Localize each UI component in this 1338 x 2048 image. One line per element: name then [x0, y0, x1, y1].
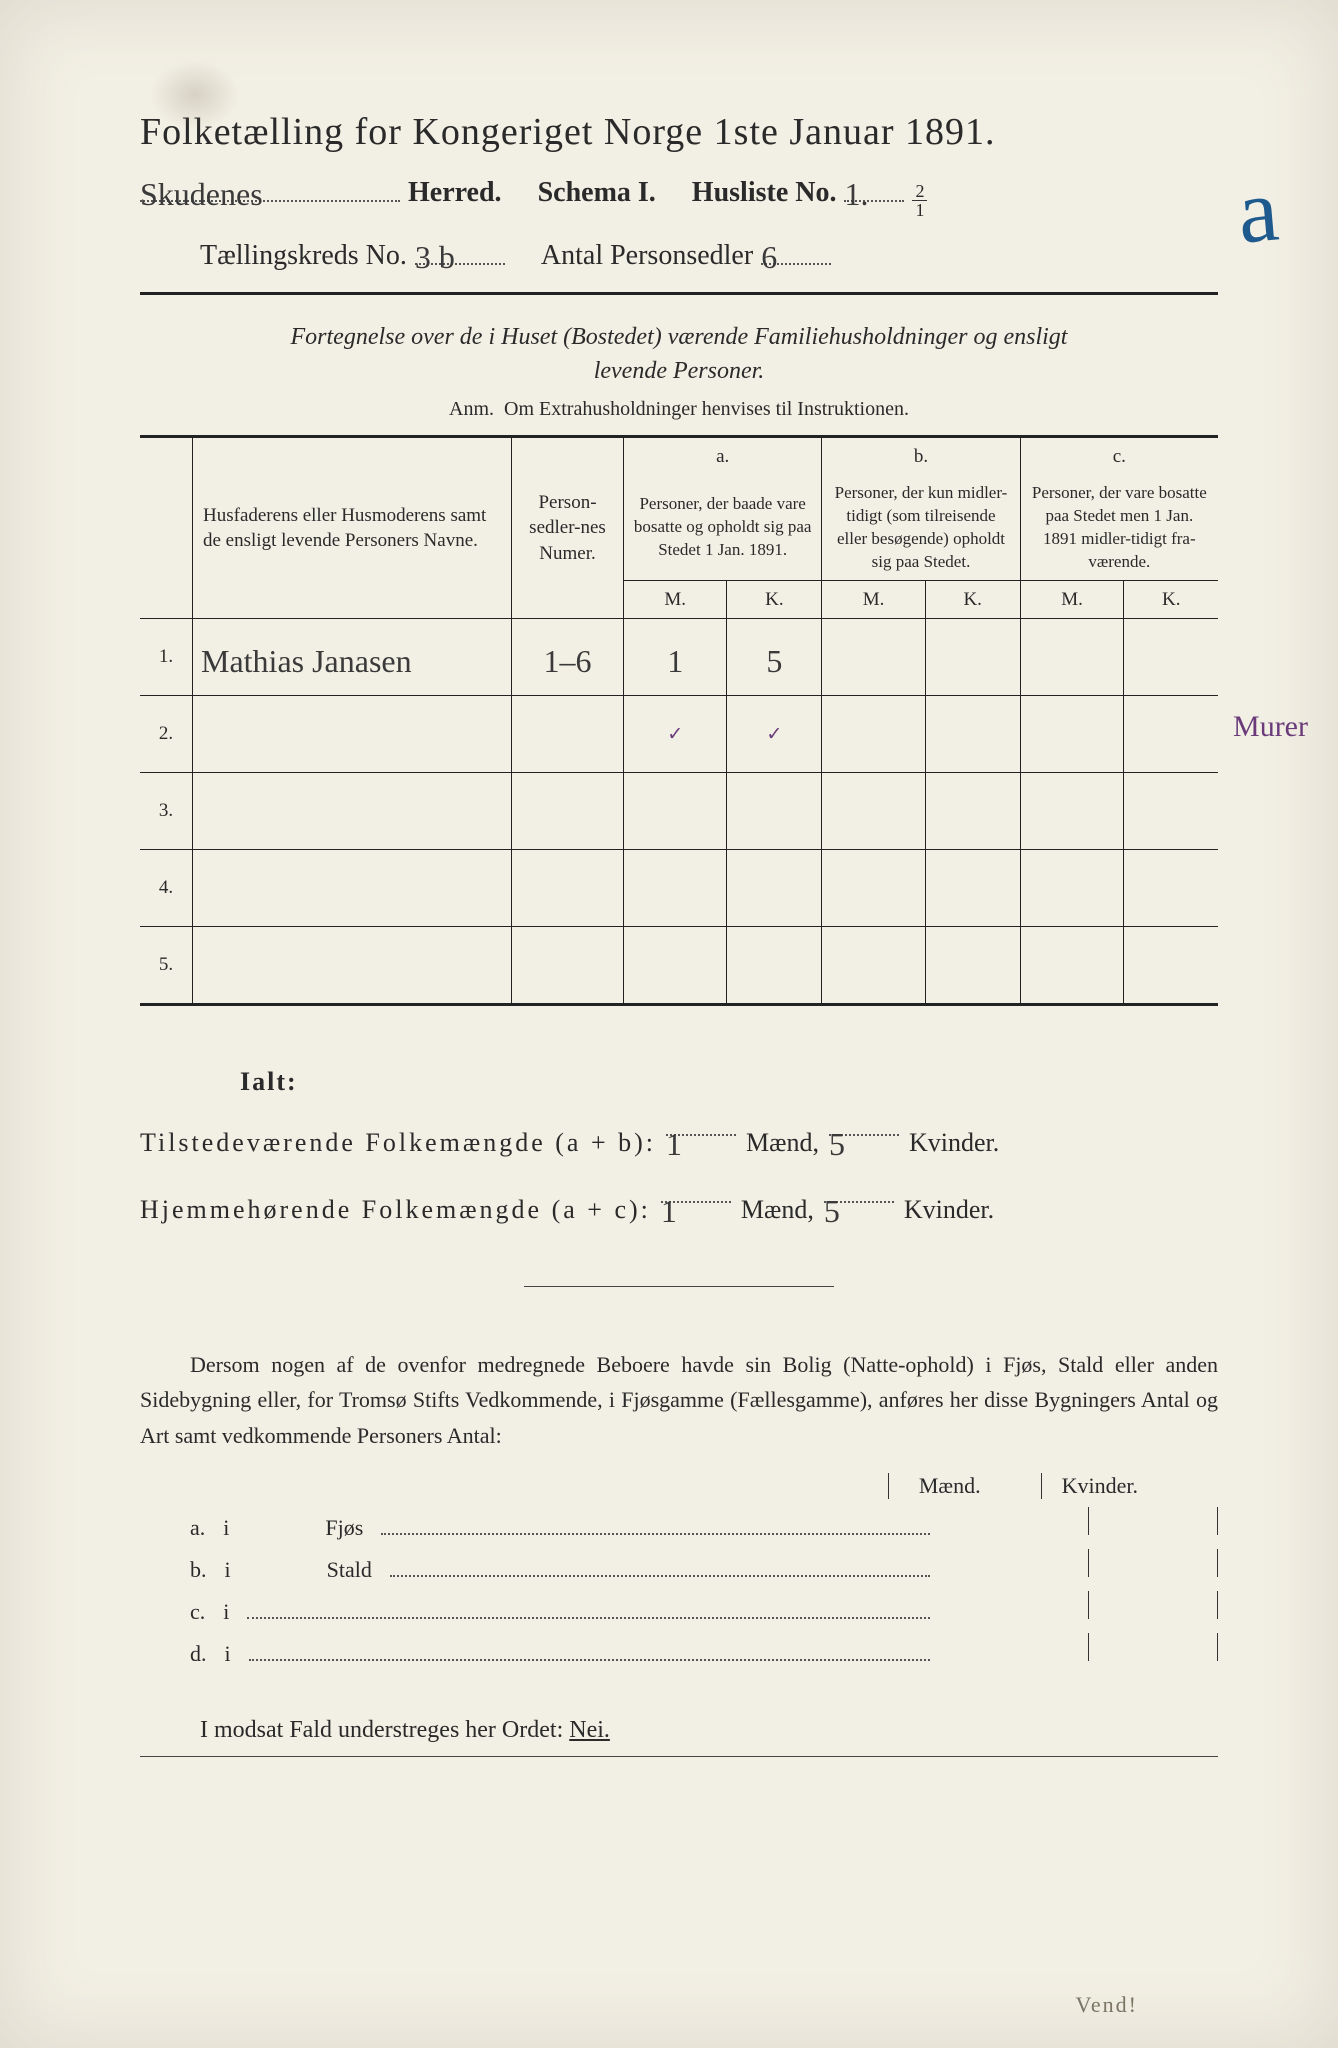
table-row: 5. [140, 927, 1218, 1005]
name-value: Mathias Janasen [201, 643, 412, 679]
col-a-top: a. [624, 437, 822, 476]
col-a-m: M. [624, 580, 727, 619]
footer-rule [140, 1756, 1218, 1757]
paper-smudge [150, 60, 240, 130]
col-b-top: b. [822, 437, 1020, 476]
header-line-herred: Skudenes Herred. Schema I. Husliste No. … [140, 172, 1218, 223]
antal-label: Antal Personsedler [541, 240, 753, 272]
col-names: Husfaderens eller Husmoderens samt de en… [193, 437, 512, 619]
col-b: Personer, der kun midler-tidigt (som til… [822, 476, 1020, 580]
footer-line: I modsat Fald understreges her Ordet: Ne… [140, 1717, 1218, 1744]
table-row: 4. [140, 850, 1218, 927]
present-m: 1 [666, 1126, 682, 1162]
census-form-page: Folketælling for Kongeriget Norge 1ste J… [0, 0, 1338, 2048]
husliste-label: Husliste No. [692, 177, 837, 209]
divider-short [524, 1286, 834, 1287]
building-row-a: a. i Fjøs [190, 1507, 1218, 1541]
col-a-k: K. [727, 580, 822, 619]
nei-word: Nei. [569, 1717, 610, 1743]
herred-label: Herred. [408, 177, 502, 209]
building-row-c: c. i [190, 1591, 1218, 1625]
schema-label: Schema I. [538, 177, 656, 209]
total-present: Tilstedeværende Folkemængde (a + b): 1 M… [140, 1108, 1218, 1169]
resident-k: 5 [824, 1193, 840, 1229]
resident-m: 1 [661, 1193, 677, 1229]
col-numer: Person-sedler-nes Numer. [512, 437, 624, 619]
herred-value: Skudenes [140, 176, 263, 212]
building-rows: a. i Fjøs b. i Stald c. i d. i [190, 1507, 1218, 1667]
table-row: 3. [140, 773, 1218, 850]
ialt-label: Ialt: [240, 1056, 1218, 1108]
present-k: 5 [829, 1126, 845, 1162]
total-resident: Hjemmehørende Folkemængde (a + c): 1 Mæn… [140, 1175, 1218, 1236]
building-row-d: d. i [190, 1633, 1218, 1667]
col-a: Personer, der baade vare bosatte og opho… [624, 476, 822, 580]
margin-note-murer: Murer [1233, 710, 1308, 744]
page-title: Folketælling for Kongeriget Norge 1ste J… [140, 110, 1218, 154]
col-c: Personer, der vare bosatte paa Stedet me… [1020, 476, 1218, 580]
header-line-kreds: Tællingskreds No. 3 b Antal Personsedler… [200, 235, 1218, 272]
subheading: Fortegnelse over de i Huset (Bostedet) v… [140, 321, 1218, 388]
anm-note: Anm. Om Extrahusholdninger henvises til … [140, 398, 1218, 421]
kreds-label: Tællingskreds No. [200, 240, 407, 272]
building-row-b: b. i Stald [190, 1549, 1218, 1583]
mk-header: Mænd. Kvinder. [140, 1473, 1138, 1499]
table-row: 2. ✓ ✓ [140, 696, 1218, 773]
building-paragraph: Dersom nogen af de ovenfor medregnede Be… [140, 1347, 1218, 1453]
col-c-k: K. [1124, 580, 1218, 619]
kreds-value: 3 b [415, 239, 455, 275]
husliste-fraction: 2 1 [912, 182, 927, 219]
kvinder-col-label: Kvinder. [1041, 1473, 1138, 1499]
totals-block: Ialt: Tilstedeværende Folkemængde (a + b… [140, 1056, 1218, 1236]
col-b-k: K. [925, 580, 1020, 619]
antal-value: 6 [761, 239, 777, 275]
vend-note: Vend! [1075, 1992, 1138, 2018]
margin-letter-a: a [1234, 158, 1283, 264]
husliste-value: 1. [844, 176, 868, 212]
col-c-top: c. [1020, 437, 1218, 476]
col-b-m: M. [822, 580, 925, 619]
household-table: Husfaderens eller Husmoderens samt de en… [140, 435, 1218, 1006]
maend-col-label: Mænd. [888, 1473, 981, 1499]
table-row: 1. Mathias Janasen 1–6 1 5 [140, 619, 1218, 696]
col-c-m: M. [1020, 580, 1124, 619]
divider [140, 292, 1218, 295]
